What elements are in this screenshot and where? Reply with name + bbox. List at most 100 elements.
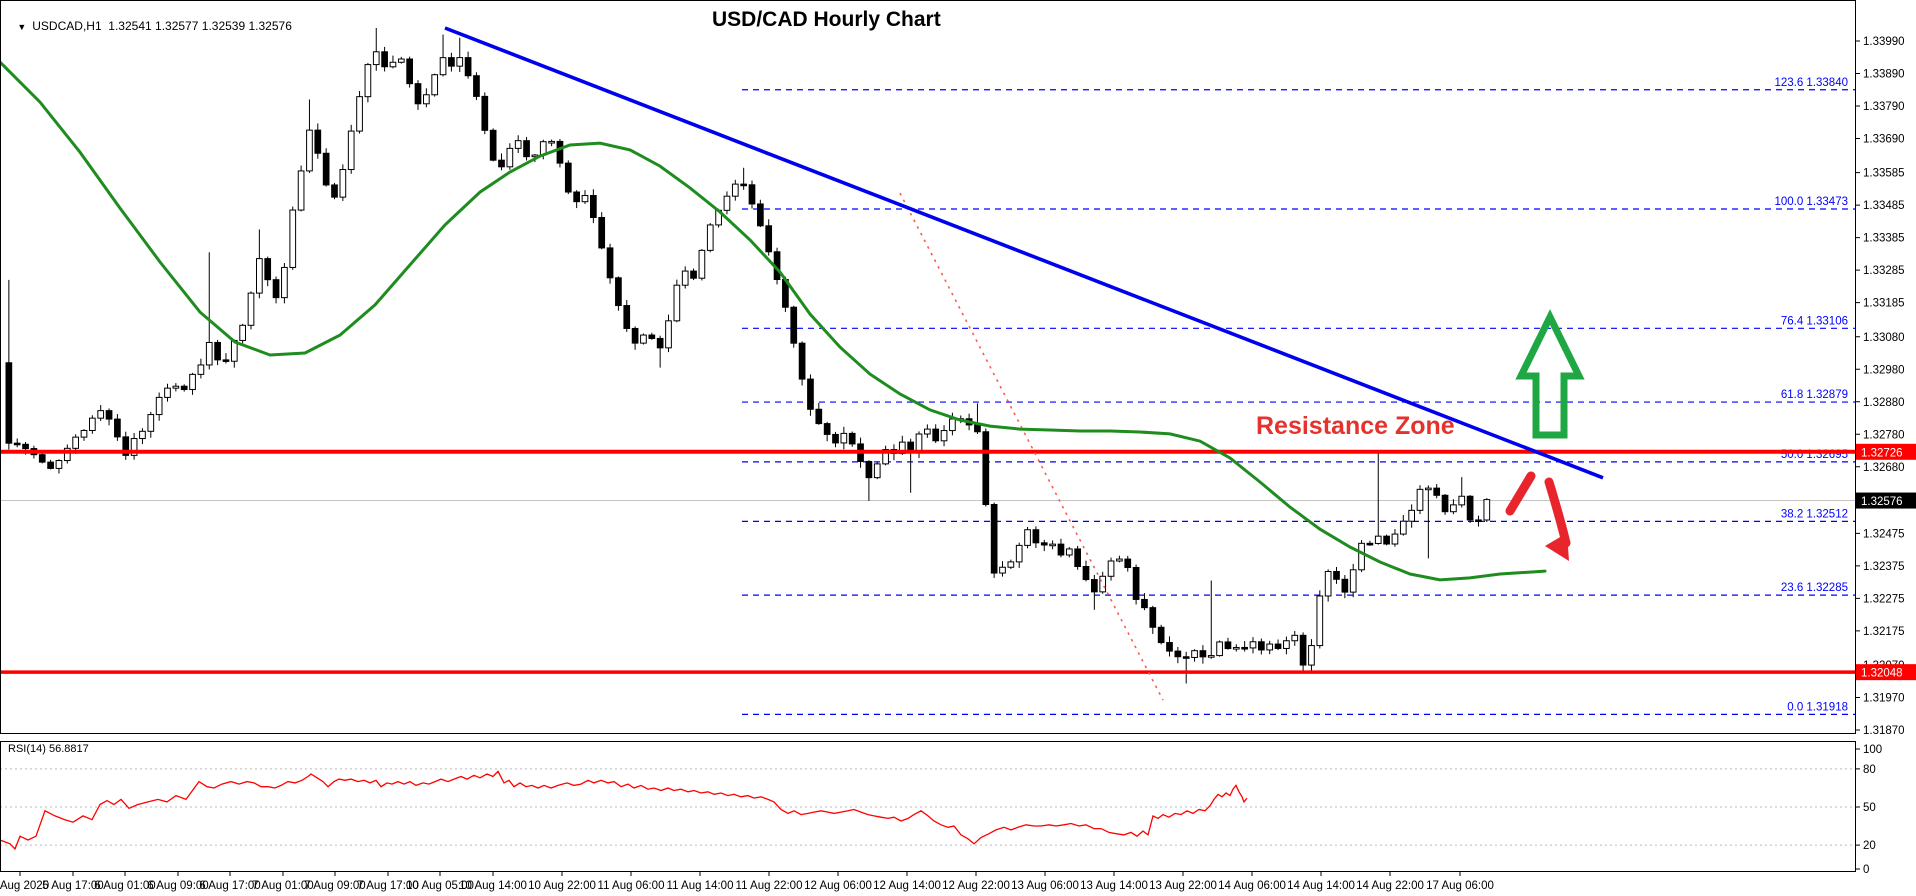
candle-body [865, 460, 873, 479]
time-tick-label: 11 Aug 14:00 [667, 880, 734, 892]
candle-body [189, 373, 196, 391]
candle-body [615, 277, 622, 307]
candle-body [164, 387, 171, 398]
candle-body [1349, 569, 1357, 593]
candle-body [481, 95, 489, 131]
candle-body [122, 436, 130, 456]
candle-body [815, 408, 823, 425]
fib-label: 0.0 1.31918 [1787, 701, 1848, 713]
candle-body [1024, 529, 1031, 546]
rsi-tick-label: 0 [1863, 864, 1869, 876]
candle-body [72, 436, 80, 449]
candle-body [840, 432, 848, 444]
candle-body [114, 418, 121, 438]
candle-body [514, 140, 522, 149]
candle-body [940, 430, 948, 442]
candle-body [1366, 542, 1374, 546]
candle-body [873, 463, 881, 479]
candle-body [790, 306, 798, 344]
candle-body [748, 184, 756, 205]
price-tick-label: 1.32275 [1863, 593, 1905, 605]
resistance-price-box [1856, 443, 1916, 460]
candle-body [22, 443, 29, 450]
candle-body [1007, 561, 1015, 568]
candle-body [1341, 578, 1349, 593]
candle-body [1074, 548, 1082, 568]
rsi-line [0, 770, 1248, 851]
candle-body [331, 184, 338, 198]
quote-close: 1.32576 [248, 19, 292, 33]
candle-body [723, 195, 731, 211]
candle-body [89, 417, 96, 431]
candle-body [1132, 566, 1140, 600]
candles-layer [5, 28, 1491, 684]
descending-trendline[interactable] [444, 26, 1604, 480]
candle-body [197, 364, 205, 375]
candle-body [63, 447, 71, 462]
candle-body [289, 209, 297, 268]
candle-body [757, 203, 764, 227]
candle-body [1224, 641, 1232, 650]
measure-dotted-line[interactable] [899, 192, 1164, 701]
current-price-label: 1.32576 [1861, 496, 1903, 508]
time-tick-label: 7 Aug 01:00 [252, 880, 313, 892]
candle-body [306, 129, 313, 172]
candle-body [264, 258, 272, 281]
candle-body [598, 216, 606, 249]
candle-body [448, 57, 455, 67]
chart-title: USD/CAD Hourly Chart [712, 8, 941, 31]
time-tick-label: 14 Aug 14:00 [1287, 880, 1355, 892]
bearish-arrow-head[interactable] [1545, 533, 1569, 561]
candle-body [706, 224, 714, 251]
candle-body [364, 64, 372, 98]
candle-body [665, 320, 672, 349]
candle-body [1207, 655, 1215, 658]
candle-body [1065, 548, 1073, 556]
time-tick-label: 10 Aug 14:00 [459, 880, 527, 892]
time-tick-label: 7 Aug 09:00 [304, 880, 365, 892]
candle-body [1032, 529, 1040, 544]
bullish-arrow[interactable] [1515, 309, 1585, 439]
time-tick-label: 10 Aug 05:00 [406, 880, 474, 892]
candle-body [1283, 640, 1290, 649]
candle-body [406, 58, 413, 85]
candle-body [397, 58, 405, 63]
candle-body [239, 324, 247, 341]
time-tick-label: 13 Aug 22:00 [1149, 880, 1217, 892]
rsi-tick-label: 20 [1863, 840, 1876, 852]
candle-body [798, 342, 806, 380]
candle-body [456, 57, 464, 67]
candle-body [673, 284, 681, 322]
bearish-arrow-shaft[interactable] [1544, 477, 1571, 548]
time-tick-label: 12 Aug 22:00 [942, 880, 1010, 892]
level-lines-layer: 123.6 1.33840 100.0 1.33473 76.4 1.33106 61… [0, 77, 1855, 846]
candle-body [623, 305, 631, 329]
symbol-dropdown-icon[interactable]: ▼ [17, 22, 27, 32]
price-tick-label: 1.31970 [1863, 693, 1905, 705]
candle-body [139, 430, 146, 440]
candle-body [698, 249, 706, 279]
bearish-arrow-slash[interactable] [1505, 471, 1536, 516]
current-price-box [1856, 492, 1916, 509]
time-tick-label: 17 Aug 06:00 [1426, 880, 1494, 892]
time-tick-label: 5 Aug 17:00 [42, 880, 103, 892]
fib-label: 38.2 1.32512 [1781, 508, 1848, 520]
candle-body [1274, 643, 1282, 649]
candle-body [1249, 641, 1257, 649]
candle-body [297, 170, 305, 211]
support-price-box [1856, 664, 1916, 681]
price-tick-label: 1.33890 [1863, 69, 1905, 81]
time-tick-label: 11 Aug 22:00 [736, 880, 803, 892]
candle-body [1374, 535, 1382, 544]
candle-body [80, 429, 88, 438]
resistance-zone-annotation: Resistance Zone [1256, 412, 1455, 440]
candle-body [556, 140, 564, 164]
candle-body [1091, 579, 1098, 593]
candle-body [1308, 645, 1315, 666]
fib-label: 76.4 1.33106 [1781, 315, 1848, 327]
candle-body [1333, 570, 1340, 580]
price-tick-label: 1.32780 [1863, 429, 1905, 441]
candle-body [681, 270, 689, 286]
candle-body [1141, 598, 1148, 609]
